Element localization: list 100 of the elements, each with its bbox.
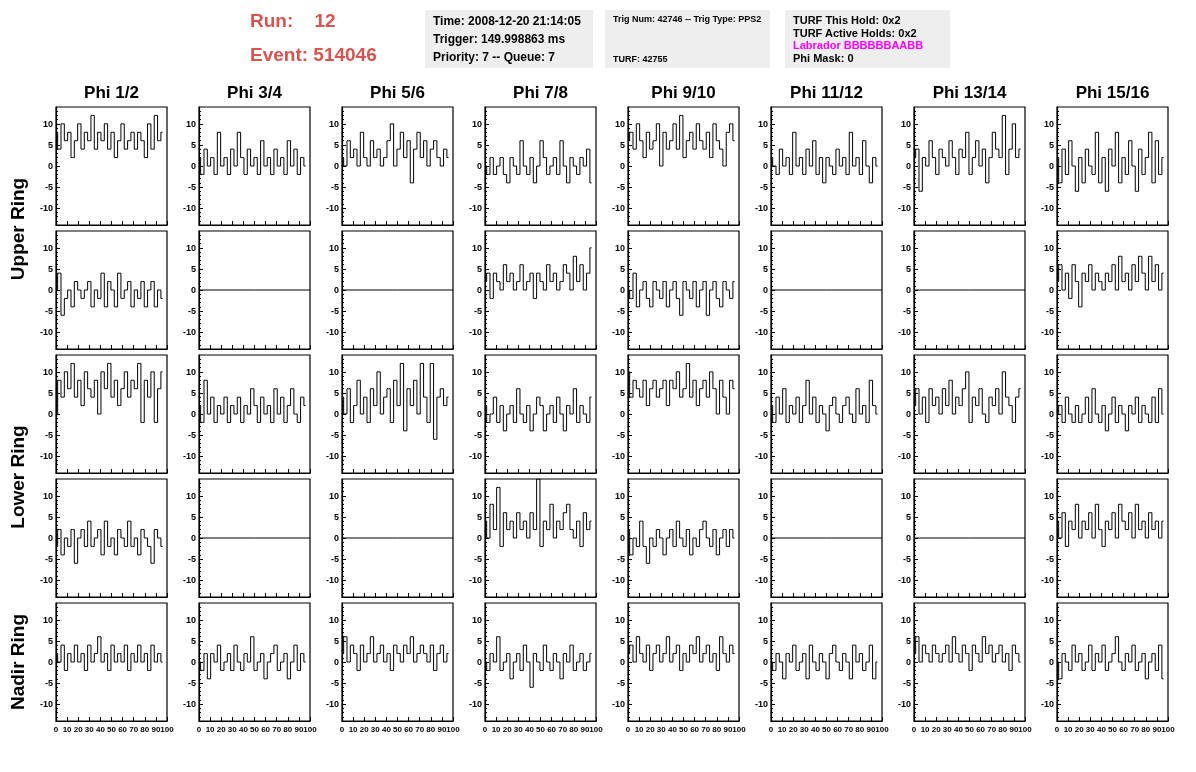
y-tick-label: 0 xyxy=(476,533,482,543)
y-tick-label: -10 xyxy=(39,575,53,586)
y-tick-label: 10 xyxy=(614,614,625,625)
x-tick-label: 50 xyxy=(822,724,832,734)
x-tick-label: 80 xyxy=(855,724,865,734)
y-tick-label: 10 xyxy=(42,614,53,625)
x-tick-label: 10 xyxy=(920,724,931,734)
y-tick-label: -5 xyxy=(187,182,196,193)
x-tick-label: 40 xyxy=(381,724,392,734)
y-tick-label: -10 xyxy=(897,203,911,214)
y-tick-label: 0 xyxy=(190,533,196,543)
y-tick-label: -5 xyxy=(1045,554,1054,565)
x-tick-label: 10 xyxy=(205,724,216,734)
x-tick-label: 80 xyxy=(283,724,293,734)
x-tick-label: 80 xyxy=(1141,724,1151,734)
text: Phi Mask: 0 xyxy=(793,51,855,64)
x-tick-label: 90 xyxy=(723,724,733,734)
y-tick-label: 0 xyxy=(476,657,482,667)
y-tick-label: -5 xyxy=(473,554,482,565)
y-tick-label: -10 xyxy=(325,699,339,710)
y-tick-label: 5 xyxy=(333,139,339,150)
y-tick-label: 10 xyxy=(614,366,625,377)
x-tick-label: 50 xyxy=(536,724,546,734)
x-tick-label: 30 xyxy=(513,724,524,734)
y-tick-label: 10 xyxy=(328,614,339,625)
y-tick-label: 5 xyxy=(905,511,911,522)
y-tick-label: -10 xyxy=(182,575,196,586)
y-tick-label: -10 xyxy=(325,575,339,586)
y-tick-label: 5 xyxy=(476,511,482,522)
y-tick-label: -10 xyxy=(182,203,196,214)
y-tick-label: -10 xyxy=(468,451,482,462)
x-tick-label: 70 xyxy=(844,724,854,734)
x-tick-label: 20 xyxy=(788,724,799,734)
y-tick-label: 5 xyxy=(762,263,768,274)
x-tick-label: 60 xyxy=(690,724,700,734)
y-tick-label: 0 xyxy=(190,657,196,667)
y-tick-label: 0 xyxy=(47,285,53,295)
y-tick-label: 0 xyxy=(190,285,196,295)
y-tick-label: 0 xyxy=(762,533,768,543)
text: Trig Num: 42746 -- Trig Type: PPS2 xyxy=(613,14,762,24)
y-tick-label: -10 xyxy=(611,699,625,710)
y-tick-label: 0 xyxy=(333,657,339,667)
y-tick-label: -5 xyxy=(187,430,196,441)
y-tick-label: -5 xyxy=(330,678,339,689)
y-tick-label: 5 xyxy=(619,263,625,274)
y-tick-label: -5 xyxy=(330,554,339,565)
y-tick-label: 5 xyxy=(47,635,53,646)
y-tick-label: 10 xyxy=(328,490,339,501)
x-tick-label: 90 xyxy=(294,724,304,734)
x-tick-label: 30 xyxy=(1085,724,1096,734)
y-tick-label: 5 xyxy=(762,635,768,646)
chart-title: Phi 13/14 xyxy=(931,83,1008,103)
y-tick-label: -5 xyxy=(616,182,625,193)
y-tick-label: -5 xyxy=(759,554,768,565)
y-tick-label: -10 xyxy=(611,327,625,338)
x-tick-label: 90 xyxy=(151,724,161,734)
y-tick-label: -10 xyxy=(611,451,625,462)
x-tick-label: 50 xyxy=(679,724,689,734)
x-tick-label: 100 xyxy=(160,724,175,734)
x-tick-label: 100 xyxy=(303,724,318,734)
y-tick-label: 0 xyxy=(762,657,768,667)
y-tick-label: 0 xyxy=(905,657,911,667)
text: Event: 514046 xyxy=(250,44,378,66)
y-tick-label: 0 xyxy=(619,533,625,543)
y-tick-label: 10 xyxy=(900,490,911,501)
y-tick-label: 10 xyxy=(614,242,625,253)
y-tick-label: -10 xyxy=(754,327,768,338)
y-tick-label: 10 xyxy=(757,242,768,253)
y-tick-label: -5 xyxy=(187,554,196,565)
x-tick-label: 50 xyxy=(393,724,403,734)
x-tick-label: 60 xyxy=(118,724,128,734)
y-tick-label: -5 xyxy=(473,430,482,441)
y-tick-label: 0 xyxy=(47,533,53,543)
y-tick-label: 5 xyxy=(905,635,911,646)
chart-title: Phi 9/10 xyxy=(650,83,717,103)
y-tick-label: 0 xyxy=(476,409,482,419)
y-tick-label: 10 xyxy=(185,490,196,501)
y-tick-label: 5 xyxy=(1048,139,1054,150)
y-tick-label: -5 xyxy=(616,678,625,689)
y-tick-label: -5 xyxy=(44,554,53,565)
x-tick-label: 70 xyxy=(987,724,997,734)
y-tick-label: 10 xyxy=(1043,614,1054,625)
y-tick-label: 5 xyxy=(762,387,768,398)
x-tick-label: 90 xyxy=(866,724,876,734)
y-tick-label: 10 xyxy=(757,366,768,377)
y-tick-label: 0 xyxy=(1048,161,1054,171)
x-tick-label: 60 xyxy=(833,724,843,734)
y-tick-label: -5 xyxy=(44,678,53,689)
x-tick-label: 20 xyxy=(931,724,942,734)
x-tick-label: 30 xyxy=(227,724,238,734)
y-tick-label: 10 xyxy=(185,614,196,625)
y-tick-label: 10 xyxy=(185,242,196,253)
y-tick-label: -10 xyxy=(611,203,625,214)
x-tick-label: 70 xyxy=(272,724,282,734)
y-tick-label: -5 xyxy=(473,306,482,317)
x-tick-label: 10 xyxy=(62,724,73,734)
y-tick-label: 5 xyxy=(333,387,339,398)
y-tick-label: 0 xyxy=(190,409,196,419)
y-tick-label: 5 xyxy=(190,511,196,522)
y-tick-label: 5 xyxy=(476,635,482,646)
